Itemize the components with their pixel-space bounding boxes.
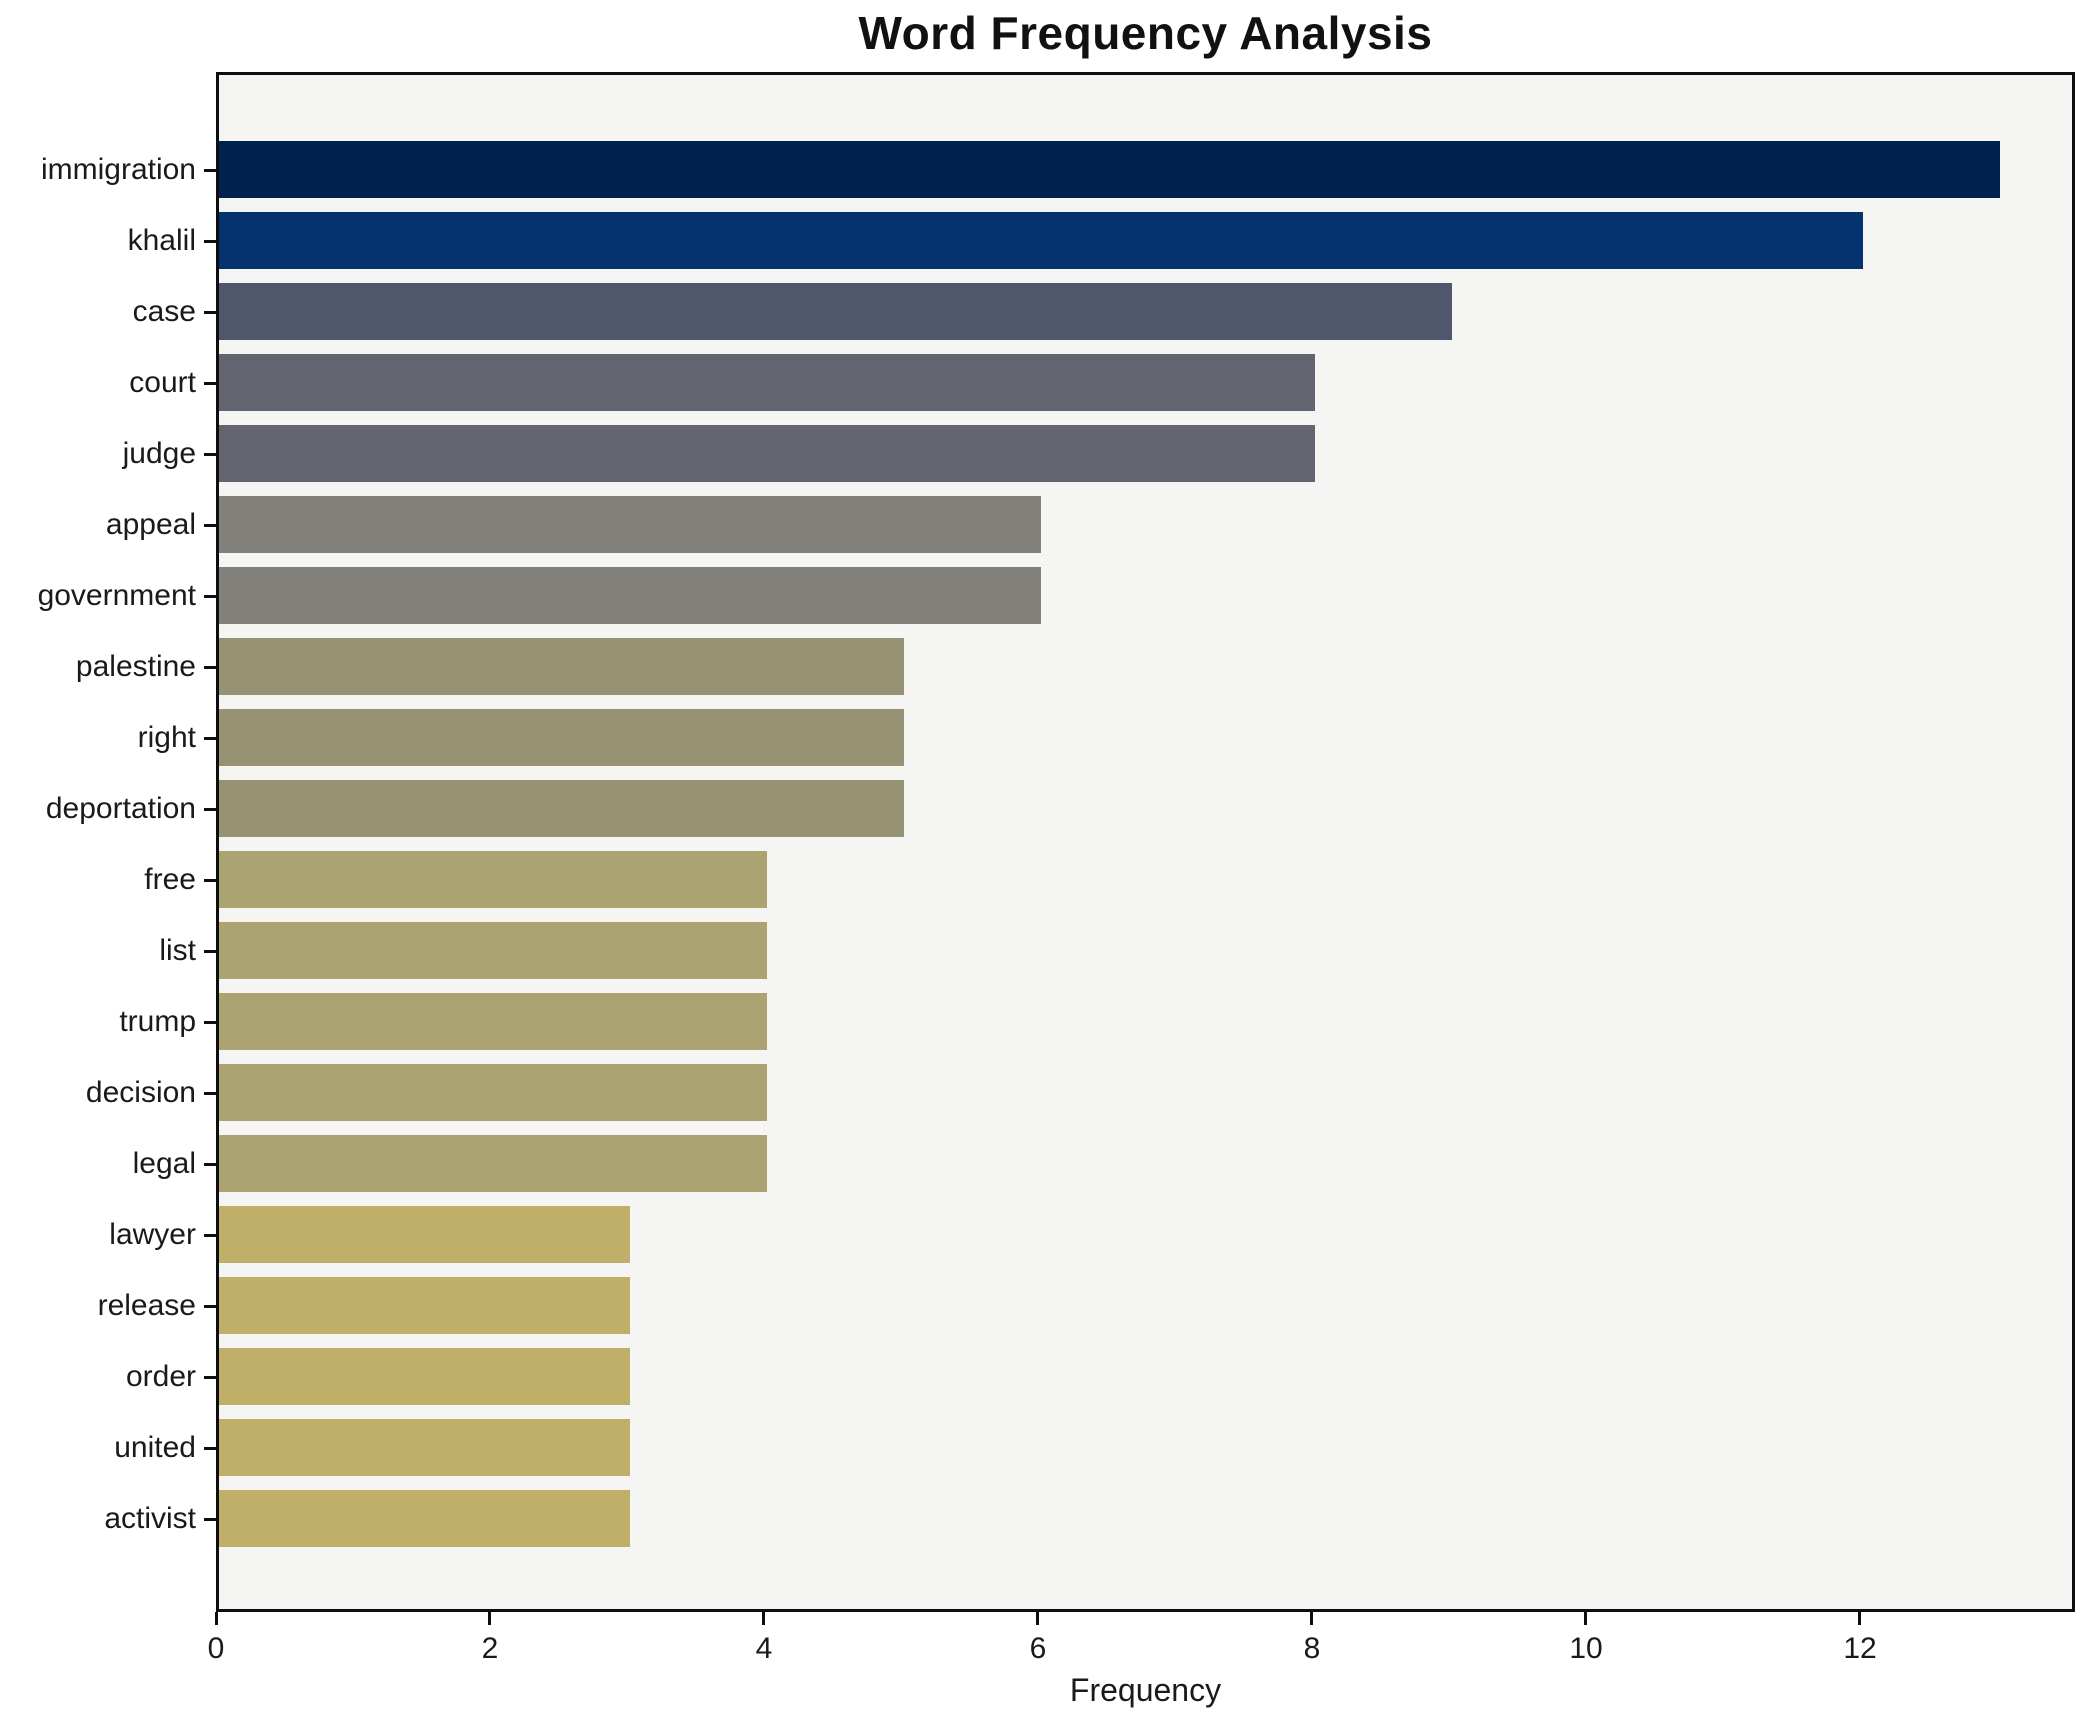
x-tick-label: 12 — [1843, 1632, 1877, 1665]
y-tick-mark — [204, 1234, 216, 1237]
bar-united — [219, 1419, 630, 1476]
y-tick-label: appeal — [105, 508, 196, 541]
bar-order — [219, 1348, 630, 1405]
y-tick-mark — [204, 240, 216, 243]
y-tick-mark — [204, 1163, 216, 1166]
y-tick-label: free — [144, 863, 196, 896]
y-tick-mark — [204, 1376, 216, 1379]
y-axis-labels: immigration khalil case court judge appeal gov… — [0, 72, 196, 1612]
bar-appeal — [219, 496, 1041, 553]
y-tick-mark — [204, 595, 216, 598]
y-tick-label: order — [125, 1360, 196, 1393]
bar-khalil — [219, 212, 1863, 269]
bar-judge — [219, 425, 1315, 482]
x-tick-mark — [1584, 1612, 1587, 1625]
x-tick-mark — [488, 1612, 491, 1625]
y-tick-mark — [204, 169, 216, 172]
x-tick-label: 8 — [1303, 1632, 1321, 1665]
y-tick-mark — [204, 1021, 216, 1024]
y-tick-label: court — [129, 366, 196, 399]
bar-case — [219, 283, 1452, 340]
bar-release — [219, 1277, 630, 1334]
y-tick-mark — [204, 950, 216, 953]
y-tick-label: united — [114, 1431, 196, 1464]
y-tick-label: lawyer — [109, 1218, 196, 1251]
bar-court — [219, 354, 1315, 411]
y-tick-label: release — [97, 1289, 196, 1322]
x-tick-label: 0 — [207, 1632, 225, 1665]
y-tick-mark — [204, 524, 216, 527]
y-tick-label: government — [37, 579, 196, 612]
bar-activist — [219, 1490, 630, 1547]
y-tick-mark — [204, 1092, 216, 1095]
y-tick-mark — [204, 737, 216, 740]
x-tick-mark — [1858, 1612, 1861, 1625]
y-tick-label: legal — [132, 1147, 196, 1180]
bar-free — [219, 851, 767, 908]
y-tick-mark — [204, 1305, 216, 1308]
x-tick-label: 4 — [755, 1632, 773, 1665]
y-tick-label: khalil — [127, 224, 196, 257]
y-tick-label: trump — [119, 1005, 196, 1038]
y-tick-label: palestine — [75, 650, 196, 683]
bar-government — [219, 567, 1041, 624]
y-tick-mark — [204, 666, 216, 669]
y-tick-label: case — [132, 295, 196, 328]
y-tick-label: judge — [122, 437, 196, 470]
y-tick-label: deportation — [45, 792, 196, 825]
x-tick-label: 2 — [481, 1632, 499, 1665]
y-tick-label: activist — [104, 1502, 196, 1535]
y-tick-mark — [204, 1518, 216, 1521]
bar-right — [219, 709, 904, 766]
y-tick-mark — [204, 808, 216, 811]
y-tick-label: decision — [85, 1076, 196, 1109]
bar-lawyer — [219, 1206, 630, 1263]
plot-area — [216, 72, 2075, 1612]
x-tick-mark — [762, 1612, 765, 1625]
bar-decision — [219, 1064, 767, 1121]
y-tick-mark — [204, 382, 216, 385]
bar-list — [219, 922, 767, 979]
bar-deportation — [219, 780, 904, 837]
x-tick-mark — [215, 1612, 218, 1625]
y-tick-mark — [204, 311, 216, 314]
x-tick-mark — [1036, 1612, 1039, 1625]
x-axis-label: Frequency — [1069, 1672, 1222, 1708]
y-tick-label: immigration — [40, 153, 196, 186]
x-tick-mark — [1310, 1612, 1313, 1625]
y-tick-mark — [204, 1447, 216, 1450]
bar-legal — [219, 1135, 767, 1192]
bar-trump — [219, 993, 767, 1050]
chart-title: Word Frequency Analysis — [858, 7, 1433, 59]
y-tick-mark — [204, 879, 216, 882]
y-tick-mark — [204, 453, 216, 456]
x-tick-label: 6 — [1029, 1632, 1047, 1665]
bar-immigration — [219, 141, 2000, 198]
x-tick-label: 10 — [1569, 1632, 1603, 1665]
y-tick-label: right — [137, 721, 196, 754]
y-tick-label: list — [159, 934, 196, 967]
bar-palestine — [219, 638, 904, 695]
